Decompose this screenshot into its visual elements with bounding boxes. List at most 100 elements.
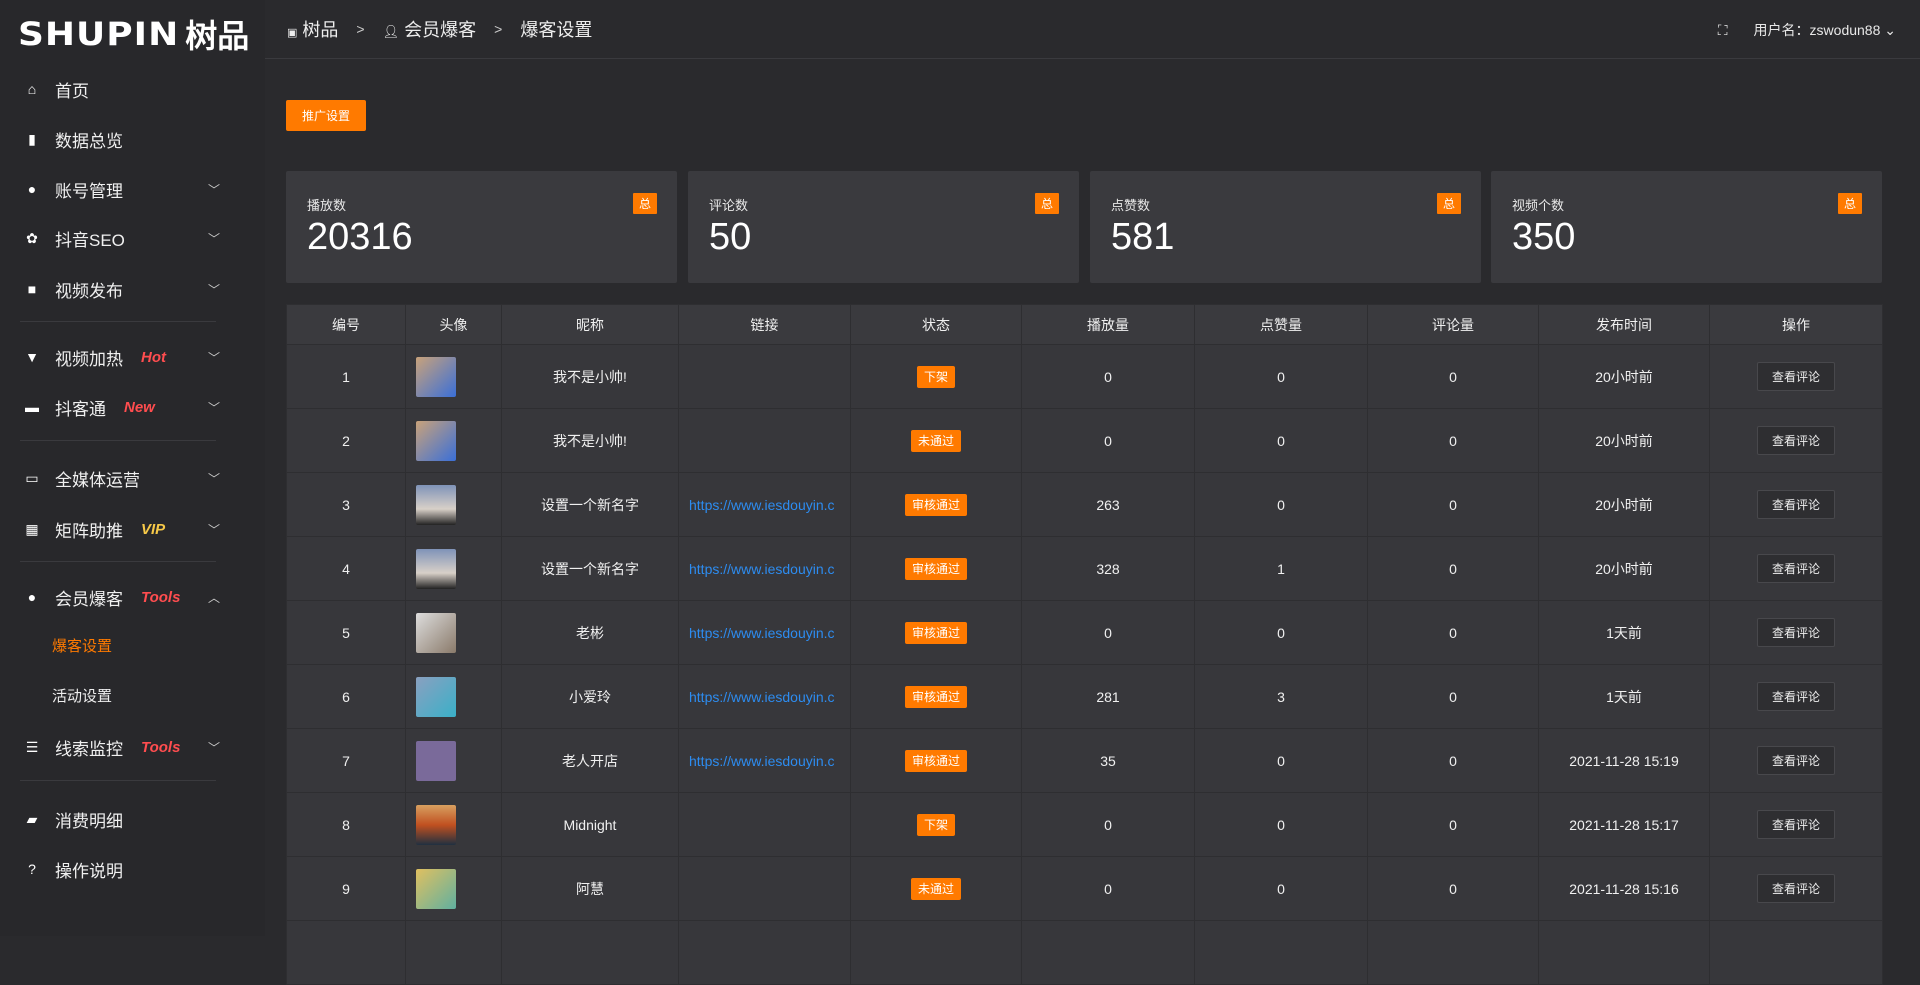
view-comments-button[interactable]: 查看评论 bbox=[1756, 618, 1835, 647]
table-row: 1 我不是小帅! 下架 0 0 0 20小时前 查看评论 bbox=[286, 344, 1883, 409]
flame-icon: ▼ bbox=[25, 349, 39, 365]
view-comments-button[interactable]: 查看评论 bbox=[1756, 746, 1835, 775]
status-badge: 下架 bbox=[916, 366, 955, 388]
total-badge: 总 bbox=[1837, 193, 1862, 214]
chevron-down-icon: ﹀ bbox=[207, 400, 220, 415]
user-icon: 👤︎ bbox=[382, 24, 400, 39]
status-badge: 下架 bbox=[916, 814, 955, 836]
menu-tag: Tools bbox=[141, 588, 181, 606]
sidebar: SHUPIN 树品 ⌂ 首页 ▮ 数据总览 ● 账号管理 ﹀ ✿ 抖音SEO ﹀… bbox=[0, 0, 265, 936]
avatar bbox=[416, 740, 456, 781]
user-menu[interactable]: 用户名：zswodun88 ⌄ bbox=[1753, 22, 1896, 38]
status-badge: 审核通过 bbox=[904, 622, 967, 644]
sidebar-subitem[interactable]: 爆客设置 bbox=[52, 638, 113, 655]
sidebar-item[interactable]: ✿ 抖音SEO ﹀ bbox=[0, 216, 232, 260]
avatar bbox=[416, 420, 456, 461]
breadcrumb-member[interactable]: 👤︎ 会员爆客 bbox=[382, 20, 477, 40]
gear-icon: ✿ bbox=[26, 229, 38, 246]
fullscreen-icon[interactable]: ⛶ bbox=[1717, 21, 1728, 38]
camera-icon: ■ bbox=[27, 281, 37, 297]
video-link[interactable]: https://www.iesdouyin.c bbox=[678, 472, 851, 537]
grid-icon: ▦ bbox=[25, 520, 39, 537]
table-row: 5 老彬 https://www.iesdouyin.c 审核通过 0 0 0 … bbox=[286, 600, 1883, 665]
bar-chart-icon: ▮ bbox=[28, 130, 36, 147]
column-header: 链接 bbox=[678, 304, 851, 345]
status-badge: 审核通过 bbox=[904, 494, 967, 516]
menu-tag: New bbox=[124, 398, 155, 416]
table-row: 7 老人开店 https://www.iesdouyin.c 审核通过 35 0… bbox=[286, 728, 1883, 793]
sidebar-item[interactable]: ⌂ 首页 bbox=[0, 67, 232, 111]
sidebar-item[interactable]: ▰ 消费明细 bbox=[0, 797, 232, 841]
sidebar-item[interactable]: ■ 视频发布 ﹀ bbox=[0, 267, 232, 311]
column-header: 头像 bbox=[405, 304, 502, 345]
video-link[interactable] bbox=[678, 792, 851, 857]
video-table: 编号 头像 昵称 链接 状态 播放量 点赞量 评论量 发布时间 操作 1 我不是小帅! 下架 0 … bbox=[286, 304, 1883, 985]
view-comments-button[interactable]: 查看评论 bbox=[1756, 490, 1835, 519]
video-link[interactable]: https://www.iesdouyin.c bbox=[678, 664, 851, 729]
wallet-icon: ▰ bbox=[26, 810, 38, 827]
menu-tag: VIP bbox=[141, 520, 166, 538]
avatar bbox=[416, 484, 456, 525]
avatar bbox=[416, 612, 456, 653]
view-comments-button[interactable]: 查看评论 bbox=[1756, 874, 1835, 903]
sidebar-item[interactable]: ▦ 矩阵助推 VIP ﹀ bbox=[25, 520, 220, 541]
breadcrumb-current: 爆客设置 bbox=[520, 20, 593, 40]
status-badge: 审核通过 bbox=[904, 750, 967, 772]
video-link[interactable]: https://www.iesdouyin.c bbox=[678, 600, 851, 665]
chevron-down-icon: ﹀ bbox=[207, 350, 220, 365]
column-header: 点赞量 bbox=[1194, 304, 1368, 345]
view-comments-button[interactable]: 查看评论 bbox=[1756, 682, 1835, 711]
video-link[interactable]: https://www.iesdouyin.c bbox=[678, 728, 851, 793]
chevron-up-icon: ︿ bbox=[207, 590, 220, 605]
video-link[interactable] bbox=[678, 856, 851, 921]
column-header: 昵称 bbox=[501, 304, 679, 345]
stat-card: 视频个数 350 总 bbox=[1491, 171, 1882, 283]
status-badge: 审核通过 bbox=[904, 686, 967, 708]
avatar bbox=[416, 548, 456, 589]
sidebar-item[interactable]: ▭ 全媒体运营 ﹀ bbox=[25, 469, 220, 490]
chevron-down-icon: ⌄ bbox=[1884, 22, 1896, 38]
status-badge: 审核通过 bbox=[904, 558, 967, 580]
video-link[interactable] bbox=[678, 344, 851, 409]
column-header: 播放量 bbox=[1021, 304, 1195, 345]
sidebar-subitem[interactable]: 活动设置 bbox=[52, 688, 113, 705]
chat-icon: ▬ bbox=[25, 399, 39, 415]
chevron-down-icon: ﹀ bbox=[207, 182, 220, 197]
sidebar-item[interactable]: ▬ 抖客通 New ﹀ bbox=[25, 398, 220, 419]
sidebar-item[interactable]: ▼ 视频加热 Hot ﹀ bbox=[25, 348, 220, 369]
help-icon: ? bbox=[28, 861, 36, 877]
view-comments-button[interactable]: 查看评论 bbox=[1756, 554, 1835, 583]
logo: SHUPIN 树品 bbox=[18, 15, 250, 54]
sidebar-item[interactable]: ▮ 数据总览 bbox=[0, 117, 232, 161]
divider bbox=[20, 780, 216, 781]
divider bbox=[20, 561, 216, 562]
total-badge: 总 bbox=[632, 193, 657, 214]
user-icon: ● bbox=[27, 181, 37, 197]
table-row: 4 设置一个新名字 https://www.iesdouyin.c 审核通过 3… bbox=[286, 536, 1883, 601]
divider bbox=[20, 321, 216, 322]
view-comments-button[interactable]: 查看评论 bbox=[1756, 810, 1835, 839]
sidebar-item[interactable]: ☰ 线索监控 Tools ﹀ bbox=[25, 738, 220, 759]
sidebar-item[interactable]: ? 操作说明 bbox=[0, 847, 232, 891]
sidebar-item[interactable]: ● 账号管理 ﹀ bbox=[0, 167, 232, 211]
view-comments-button[interactable]: 查看评论 bbox=[1756, 426, 1835, 455]
table-row: 2 我不是小帅! 未通过 0 0 0 20小时前 查看评论 bbox=[286, 408, 1883, 473]
breadcrumb-home[interactable]: ▣ 树品 bbox=[287, 20, 339, 40]
user-icon: ● bbox=[27, 589, 37, 605]
column-header: 编号 bbox=[286, 304, 406, 345]
chevron-down-icon: ﹀ bbox=[207, 522, 220, 537]
video-link[interactable] bbox=[678, 408, 851, 473]
table-row: 3 设置一个新名字 https://www.iesdouyin.c 审核通过 2… bbox=[286, 472, 1883, 537]
video-link[interactable]: https://www.iesdouyin.c bbox=[678, 536, 851, 601]
divider bbox=[20, 440, 216, 441]
view-comments-button[interactable]: 查看评论 bbox=[1756, 362, 1835, 391]
promo-settings-button[interactable]: 推广设置 bbox=[286, 100, 366, 131]
sidebar-item[interactable]: ● 会员爆客 Tools ︿ bbox=[0, 575, 232, 619]
stat-card: 点赞数 581 总 bbox=[1090, 171, 1481, 283]
breadcrumb: ▣ 树品 > 👤︎ 会员爆客 > 爆客设置 bbox=[287, 16, 592, 42]
stat-card: 播放数 20316 总 bbox=[286, 171, 677, 283]
menu-tag: Hot bbox=[141, 348, 166, 366]
total-badge: 总 bbox=[1436, 193, 1461, 214]
chart-icon: ▣ bbox=[287, 27, 298, 39]
column-header: 状态 bbox=[850, 304, 1022, 345]
